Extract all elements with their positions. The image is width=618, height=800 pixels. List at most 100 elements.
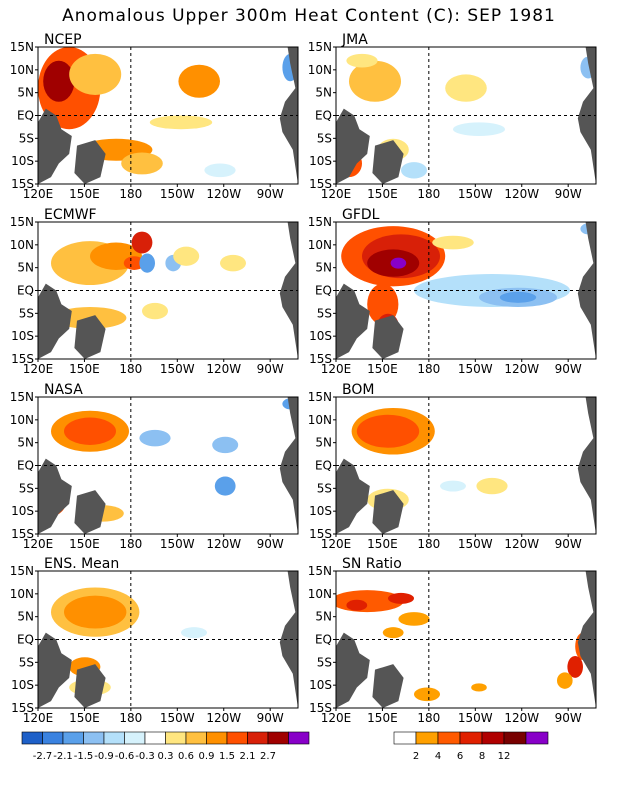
lon-label: 90W [555,362,582,376]
colorbar-label: 12 [498,751,511,762]
colorbar-swatch [503,731,527,745]
anomaly-contour [476,477,508,495]
lon-label: 120W [206,362,241,376]
colorbar-label: 1.5 [219,751,235,762]
lon-label: 150W [458,711,493,725]
lon-label: 180 [119,711,142,725]
lat-label: EQ [315,109,332,123]
colorbar-swatch [165,731,187,745]
lat-label: EQ [17,109,34,123]
lon-label: 120E [23,187,54,201]
anomaly-contour [64,417,116,445]
lon-label: 150E [69,362,100,376]
lon-label: 180 [417,362,440,376]
lat-label: 5S [317,306,332,320]
lon-label: 120E [321,537,352,551]
colorbar-swatch [144,731,166,745]
anomaly-contour [181,627,207,639]
lat-label: EQ [17,284,34,298]
colorbar-label: -0.6 [115,751,135,762]
colorbar-swatch [226,731,248,745]
anomaly-contour [398,612,430,626]
colorbar-label: 0.6 [178,751,194,762]
colorbar-swatch [185,731,207,745]
anomaly-contour [220,254,246,272]
lat-label: 5S [317,655,332,669]
land-mass [372,664,404,708]
lon-label: 120W [206,187,241,201]
lat-label: 10N [308,63,332,77]
lat-label: 5S [19,655,34,669]
land-mass [372,490,404,534]
lon-label: 120E [23,711,54,725]
colorbar-swatch [247,731,269,745]
lon-label: 120W [504,711,539,725]
colorbar-swatch [393,731,417,745]
land-mass [336,108,370,184]
lon-label: 150W [160,537,195,551]
lat-label: 10S [309,329,332,343]
lon-label: 150E [367,711,398,725]
anomaly-contour [356,414,420,448]
land-mass [577,47,596,184]
lat-label: 15S [11,177,34,191]
anomaly-contour [142,302,168,320]
anomaly-contour [178,64,220,98]
panel-title: ENS. Mean [44,556,119,572]
land-mass [577,397,596,534]
lat-label: 5N [17,436,34,450]
lat-label: 15N [308,40,332,54]
anomaly-contour [432,235,474,250]
lon-label: 150W [458,362,493,376]
anomaly-contour [131,231,153,254]
panel-title: SN Ratio [342,556,402,572]
lat-label: EQ [315,459,332,473]
lon-label: 120W [206,537,241,551]
lat-label: 5N [315,436,332,450]
lat-label: 10S [11,504,34,518]
land-mass [38,458,72,534]
land-mass [336,458,370,534]
lon-label: 150W [160,362,195,376]
anomaly-contour [121,152,163,175]
lon-label: 90W [257,362,284,376]
land-mass [74,140,106,184]
anomaly-contour [414,687,440,702]
lon-label: 120W [504,187,539,201]
panel-title: JMA [341,32,368,48]
colorbar-swatch [206,731,228,745]
anomaly-contour [440,480,466,492]
lat-label: 15S [11,701,34,715]
lon-label: 150W [160,187,195,201]
anomaly-contour [445,74,487,102]
colorbar-label: 8 [479,751,485,762]
lon-label: 180 [119,537,142,551]
colorbar-swatch [21,731,43,745]
lat-label: 10S [309,154,332,168]
lat-label: 15S [309,352,332,366]
lat-label: 5N [17,86,34,100]
colorbar-swatch [124,731,146,745]
lon-label: 150W [458,537,493,551]
lon-label: 90W [257,537,284,551]
anomaly-contour [382,627,404,639]
colorbar-label: 0.9 [199,751,215,762]
colorbar-swatch [459,731,483,745]
lon-label: 180 [119,187,142,201]
lon-label: 120W [206,711,241,725]
lat-label: 10N [10,587,34,601]
lat-label: 10N [10,413,34,427]
lon-label: 180 [417,537,440,551]
land-mass [38,283,72,359]
anomaly-contour [346,53,378,68]
lat-label: 15S [11,527,34,541]
anomaly-contour [567,655,583,678]
lon-label: 150W [160,711,195,725]
lat-label: 10N [10,63,34,77]
lon-label: 90W [555,537,582,551]
